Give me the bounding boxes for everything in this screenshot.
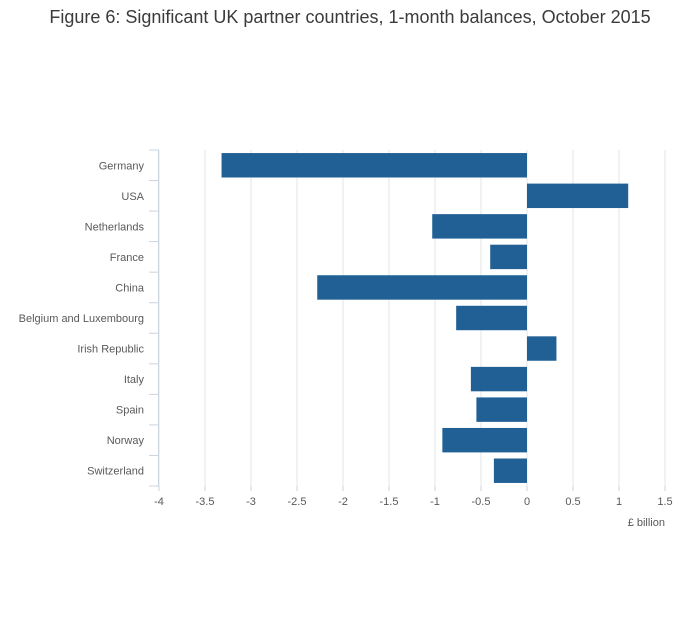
x-tick-label: -2.5 — [288, 496, 307, 508]
x-tick-label: -2 — [338, 496, 348, 508]
bar — [470, 366, 527, 392]
bar — [317, 275, 527, 300]
bar — [493, 458, 527, 483]
category-label: Netherlands — [85, 221, 145, 233]
bar — [456, 305, 527, 331]
category-label: Germany — [99, 160, 145, 172]
bars — [221, 153, 629, 483]
bar — [527, 336, 557, 361]
category-label: USA — [121, 191, 144, 203]
bar — [442, 427, 527, 453]
x-tick-label: -1 — [430, 496, 440, 508]
category-label: Norway — [107, 435, 145, 447]
x-tick-label: -4 — [154, 496, 164, 508]
bar — [432, 214, 527, 239]
bar — [221, 153, 527, 178]
chart-title: Figure 6: Significant UK partner countri… — [49, 7, 651, 27]
x-tick-label: 1 — [616, 496, 622, 508]
x-axis: -4 -3.5 -3 -2.5 -2 -1.5 -1 -0.5 0 0.5 1 1.5 — [154, 486, 673, 508]
category-label: Irish Republic — [77, 344, 144, 356]
x-tick-label: -3.5 — [196, 496, 215, 508]
category-label: Switzerland — [87, 466, 144, 478]
x-tick-label: 1.5 — [657, 496, 672, 508]
category-label: Italy — [124, 374, 145, 386]
bar — [490, 244, 527, 270]
y-axis: Germany USA Netherlands France China Belgium … — [19, 149, 159, 487]
x-tick-label: 0.5 — [565, 496, 580, 508]
x-axis-title: £ billion — [628, 517, 665, 529]
x-tick-label: 0 — [524, 496, 530, 508]
category-label: China — [115, 282, 145, 294]
x-tick-label: -0.5 — [472, 496, 491, 508]
category-label: Spain — [116, 405, 144, 417]
bar — [476, 397, 527, 422]
x-tick-label: -1.5 — [380, 496, 399, 508]
bar — [527, 183, 629, 209]
category-label: Belgium and Luxembourg — [19, 313, 144, 325]
category-label: France — [110, 252, 144, 264]
x-tick-label: -3 — [246, 496, 256, 508]
